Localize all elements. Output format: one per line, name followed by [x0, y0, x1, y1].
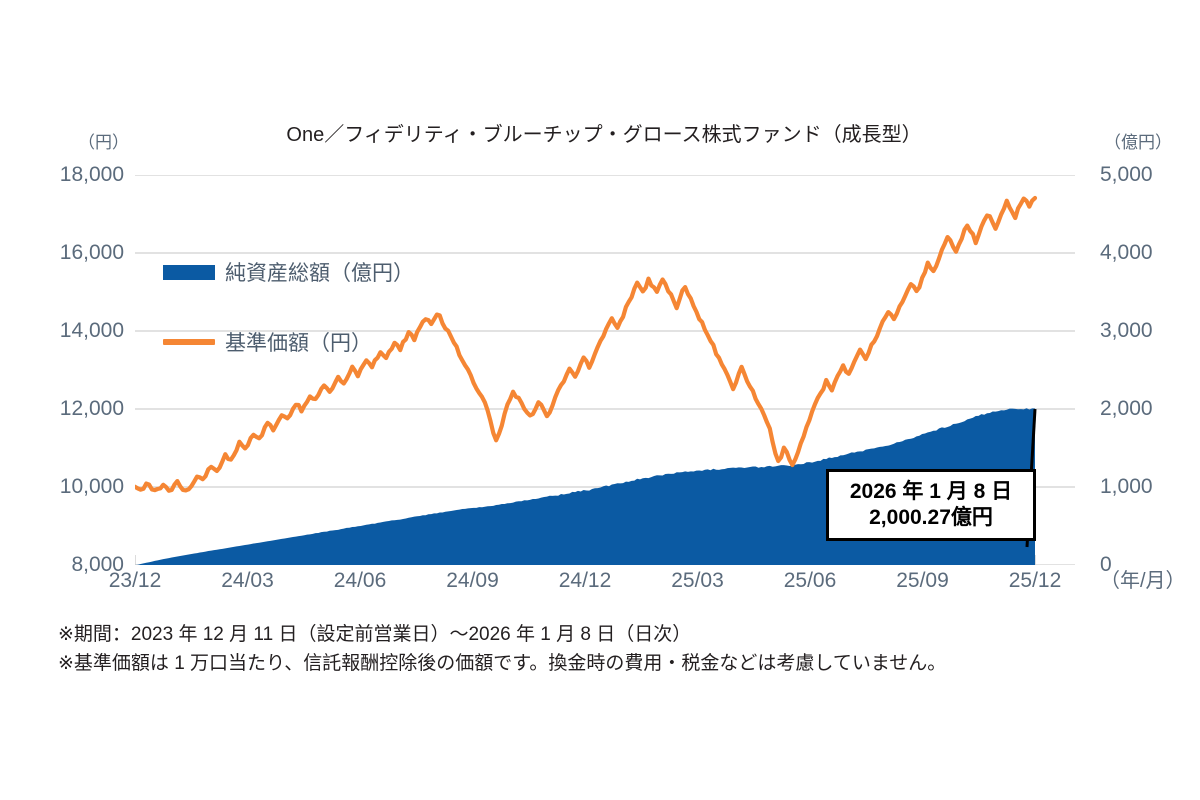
right-axis-unit: （億円）	[1104, 133, 1172, 152]
annotation-callout: 2026 年 1 月 8 日 2,000.27億円	[826, 469, 1036, 541]
left-axis-tick: 16,000	[59, 241, 124, 264]
legend-swatch-line	[163, 339, 215, 345]
legend-item-nav-total: 純資産総額（億円）	[163, 255, 414, 289]
x-axis-tick: 24/03	[221, 569, 274, 592]
x-axis-tick: 25/09	[896, 569, 949, 592]
x-axis-tick: 25/12	[1008, 569, 1062, 592]
chart-legend: 純資産総額（億円） 基準価額（円）	[163, 255, 414, 395]
x-axis-tick: 25/03	[671, 569, 724, 592]
x-axis-tick: 24/12	[558, 569, 612, 592]
right-axis-tick: 1,000	[1100, 475, 1153, 498]
left-axis-tick: 10,000	[59, 475, 124, 498]
left-axis-tick: 12,000	[59, 397, 124, 420]
x-axis-tick: 24/06	[333, 569, 387, 592]
x-axis-tick: 23/12	[108, 569, 162, 592]
plot-area	[135, 175, 1075, 565]
left-axis-tick: 8,000	[71, 553, 124, 576]
right-axis-tick: 4,000	[1100, 241, 1153, 264]
x-axis-unit: （年/月）	[1100, 570, 1186, 592]
legend-label-nav-total: 純資産総額（億円）	[225, 262, 414, 285]
right-axis-tick: 0	[1100, 553, 1112, 576]
footnotes: ※期間：2023 年 12 月 11 日（設定前営業日）〜2026 年 1 月 …	[58, 620, 946, 679]
footnote-period: ※期間：2023 年 12 月 11 日（設定前営業日）〜2026 年 1 月 …	[58, 624, 692, 645]
right-axis-tick: 2,000	[1100, 397, 1153, 420]
callout-value: 2,000.27億円	[869, 506, 993, 529]
left-axis-tick: 18,000	[59, 163, 124, 186]
chart-title-text: One／フィデリティ・ブルーチップ・グロース株式ファンド（成長型）	[286, 124, 922, 146]
page-title: One／フィデリティ・ブルーチップ・グロース株式ファンド（成長型）	[0, 118, 1200, 147]
callout-date: 2026 年 1 月 8 日	[849, 479, 1013, 503]
x-axis-tick: 24/09	[446, 569, 499, 592]
left-axis-tick: 14,000	[59, 319, 124, 342]
right-axis-tick: 5,000	[1100, 163, 1153, 186]
legend-swatch-area	[163, 264, 215, 280]
x-axis-tick: 25/06	[783, 569, 837, 592]
footnote-note: ※基準価額は 1 万口当たり、信託報酬控除後の価額です。換金時の費用・税金などは…	[58, 653, 947, 675]
legend-item-nav-price: 基準価額（円）	[163, 325, 414, 359]
left-axis-unit: （円）	[78, 133, 129, 152]
chart-canvas	[135, 175, 1075, 565]
right-axis-tick: 3,000	[1100, 319, 1153, 342]
legend-label-nav-price: 基準価額（円）	[225, 332, 372, 355]
